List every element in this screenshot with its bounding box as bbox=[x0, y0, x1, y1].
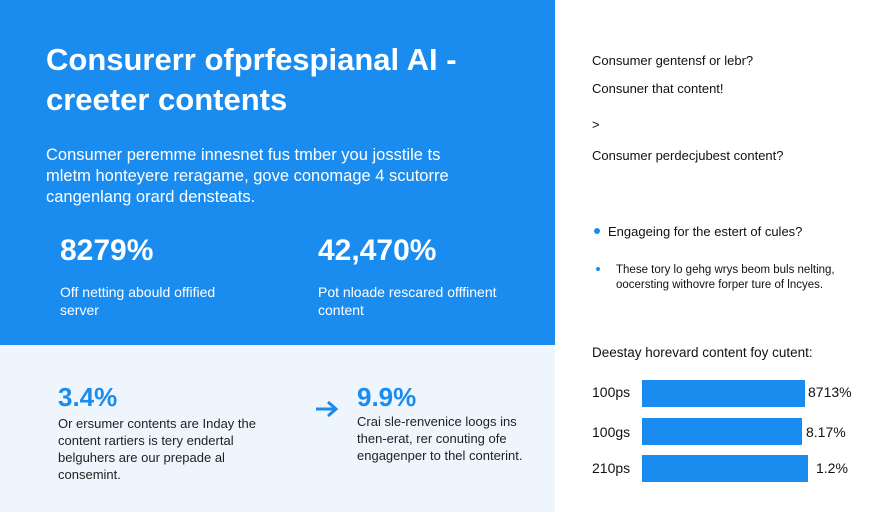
bar bbox=[642, 418, 802, 445]
bar-value: 1.2% bbox=[816, 460, 848, 476]
intro: Consumer peremme innesnet fus tmber you … bbox=[46, 146, 449, 206]
hero-panel bbox=[0, 0, 555, 345]
lower-stat-text: Crai sle-renvenice loogs ins then-erat, … bbox=[357, 414, 523, 463]
bar-value: 8.17% bbox=[806, 424, 846, 440]
question: Consumer perdecjubest content? bbox=[592, 148, 784, 163]
arrow-icon bbox=[316, 400, 339, 418]
lower-stat-text: Or ersumer contents are Inday the conten… bbox=[58, 416, 256, 482]
question: > bbox=[592, 117, 600, 132]
lower-stat-value: 3.4% bbox=[58, 382, 118, 412]
bullet bbox=[594, 228, 600, 234]
bar bbox=[642, 455, 808, 482]
question: Consumer gentensf or lebr? bbox=[592, 53, 754, 68]
bar-label: 210ps bbox=[592, 460, 631, 476]
bar bbox=[642, 380, 805, 407]
question: Consuner that content! bbox=[592, 81, 724, 96]
bar-label: 100ps bbox=[592, 384, 631, 400]
lower-panel bbox=[0, 345, 555, 512]
stat-value: 8279% bbox=[60, 234, 154, 267]
bar-value: 8713% bbox=[808, 384, 852, 400]
stat-value: 42,470% bbox=[318, 234, 437, 267]
title: Consurerr ofprfespianal AI - creeter con… bbox=[46, 42, 457, 117]
bar-label: 100gs bbox=[592, 424, 631, 440]
bullet bbox=[596, 267, 600, 271]
stat-text: Off netting abould offified server bbox=[60, 284, 216, 318]
bullet-text: These tory lo gehg wrys beom buls neltin… bbox=[616, 264, 835, 291]
lower-stat-value: 9.9% bbox=[357, 382, 417, 412]
bullet-heading: Engageing for the estert of cules? bbox=[608, 224, 803, 239]
stat-text: Pot nloade rescared offfinent content bbox=[318, 284, 497, 318]
bars-heading: Deestay horevard content foy cutent: bbox=[592, 345, 813, 360]
